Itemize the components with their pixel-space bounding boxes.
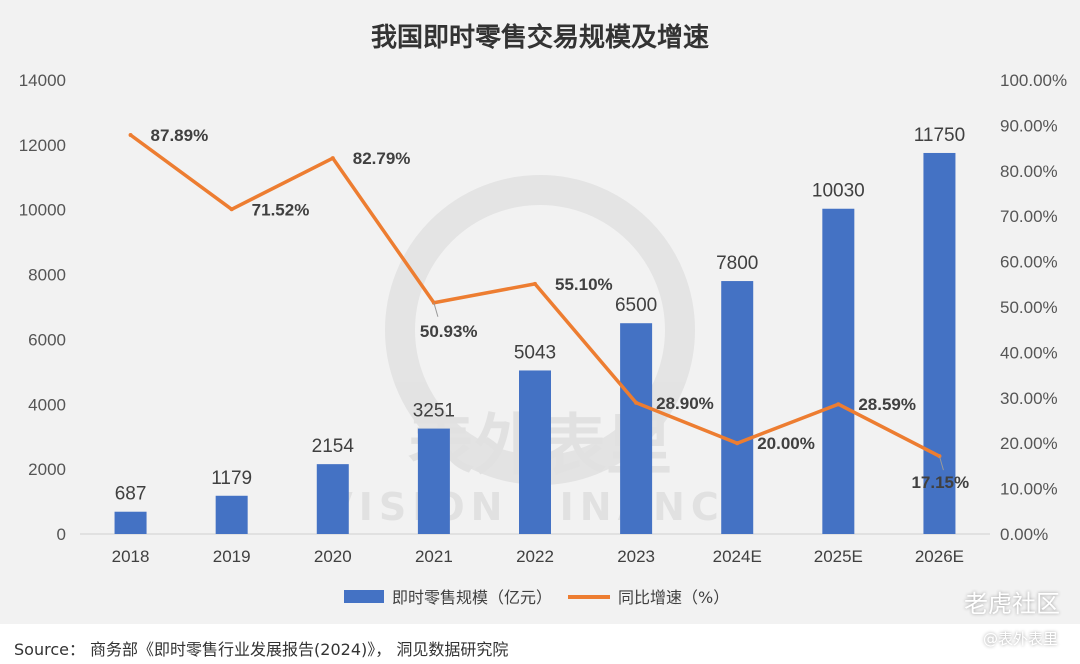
x-tick-label: 2026E <box>915 547 964 566</box>
legend-label-line: 同比增速（%） <box>618 588 729 607</box>
bar <box>215 495 248 534</box>
y-right-tick-label: 90.00% <box>1000 116 1058 135</box>
y-right-tick-label: 70.00% <box>1000 207 1058 226</box>
line-point <box>836 402 841 407</box>
y-right-tick-label: 60.00% <box>1000 253 1058 272</box>
y-right-tick-label: 100.00% <box>1000 71 1067 90</box>
chart-svg: 表外表里 VISION FINANCE 我国即时零售交易规模及增速 020004… <box>19 22 1067 607</box>
bar <box>316 464 349 534</box>
y-left-tick-label: 10000 <box>19 201 66 220</box>
x-tick-label: 2024E <box>713 547 762 566</box>
bar <box>114 511 147 534</box>
x-tick-label: 2023 <box>617 547 655 566</box>
corner-watermark-handle: @表外表里 <box>982 630 1058 648</box>
line-point <box>634 400 639 405</box>
x-tick-label: 2018 <box>112 547 150 566</box>
bar-data-label: 6500 <box>615 295 657 316</box>
corner-watermark: 老虎社区 <box>964 590 1060 618</box>
legend-label-bar: 即时零售规模（亿元） <box>392 588 552 607</box>
y-left-tick-label: 0 <box>57 525 66 544</box>
x-tick-label: 2019 <box>213 547 251 566</box>
line-data-label: 28.59% <box>858 395 916 414</box>
bar-data-label: 687 <box>115 484 147 505</box>
plot-area: 0 2000 4000 6000 8000 10000 12000 14000 0.00% 10.… <box>19 71 1067 566</box>
line-data-label: 71.52% <box>252 200 310 219</box>
line-data-label: 50.93% <box>420 322 478 341</box>
y-right-tick-label: 10.00% <box>1000 480 1058 499</box>
line-data-label: 55.10% <box>555 275 613 294</box>
legend: 即时零售规模（亿元） 同比增速（%） <box>344 588 729 607</box>
bar <box>519 370 551 534</box>
line-point <box>533 281 537 286</box>
bar <box>620 323 653 534</box>
bar-data-label: 7800 <box>716 253 758 274</box>
y-left-tick-label: 2000 <box>28 460 66 479</box>
chart-title: 我国即时零售交易规模及增速 <box>371 22 709 53</box>
bar <box>822 208 855 534</box>
line-point <box>735 441 740 446</box>
x-tick-label: 2022 <box>516 547 554 566</box>
bar-data-label: 1179 <box>211 468 252 489</box>
label-leader-line <box>433 302 439 317</box>
y-right-tick-label: 50.00% <box>1000 298 1058 317</box>
bar-data-label: 2154 <box>312 436 355 457</box>
label-leader-line <box>938 456 944 471</box>
y-left-tick-label: 8000 <box>28 266 66 285</box>
y-left-tick-label: 4000 <box>28 395 66 414</box>
line-data-label: 17.15% <box>911 473 969 492</box>
y-left-tick-label: 12000 <box>19 136 66 155</box>
line-data-label: 20.00% <box>757 434 815 453</box>
x-tick-label: 2021 <box>415 547 453 566</box>
line-point <box>229 207 234 212</box>
bar-data-label: 3251 <box>413 401 455 422</box>
y-right-tick-label: 40.00% <box>1000 343 1058 362</box>
y-left-tick-label: 6000 <box>28 330 66 349</box>
y-right-tick-label: 0.00% <box>1000 525 1048 544</box>
y-left-tick-label: 14000 <box>19 71 66 90</box>
x-tick-label: 2025E <box>814 547 863 566</box>
line-data-label: 28.90% <box>656 394 714 413</box>
bar-data-label: 10030 <box>812 181 865 202</box>
legend-swatch-bar <box>344 590 384 603</box>
line-data-label: 87.89% <box>151 126 209 145</box>
line-data-label: 82.79% <box>353 149 411 168</box>
line-point <box>128 132 133 137</box>
x-tick-label: 2020 <box>314 547 352 566</box>
bar <box>721 281 754 534</box>
bar <box>417 428 450 534</box>
source-note: Source： 商务部《即时零售行业发展报告(2024)》， 洞见数据研究院 <box>14 640 509 659</box>
line-point <box>330 156 335 161</box>
bar-data-label: 5043 <box>514 342 556 363</box>
chart-panel: 表外表里 VISION FINANCE 我国即时零售交易规模及增速 020004… <box>0 0 1080 624</box>
bar <box>923 152 956 534</box>
y-right-tick-label: 20.00% <box>1000 434 1058 453</box>
y-right-tick-label: 80.00% <box>1000 162 1058 181</box>
bar-data-label: 11750 <box>914 125 965 146</box>
y-right-tick-label: 30.00% <box>1000 389 1058 408</box>
